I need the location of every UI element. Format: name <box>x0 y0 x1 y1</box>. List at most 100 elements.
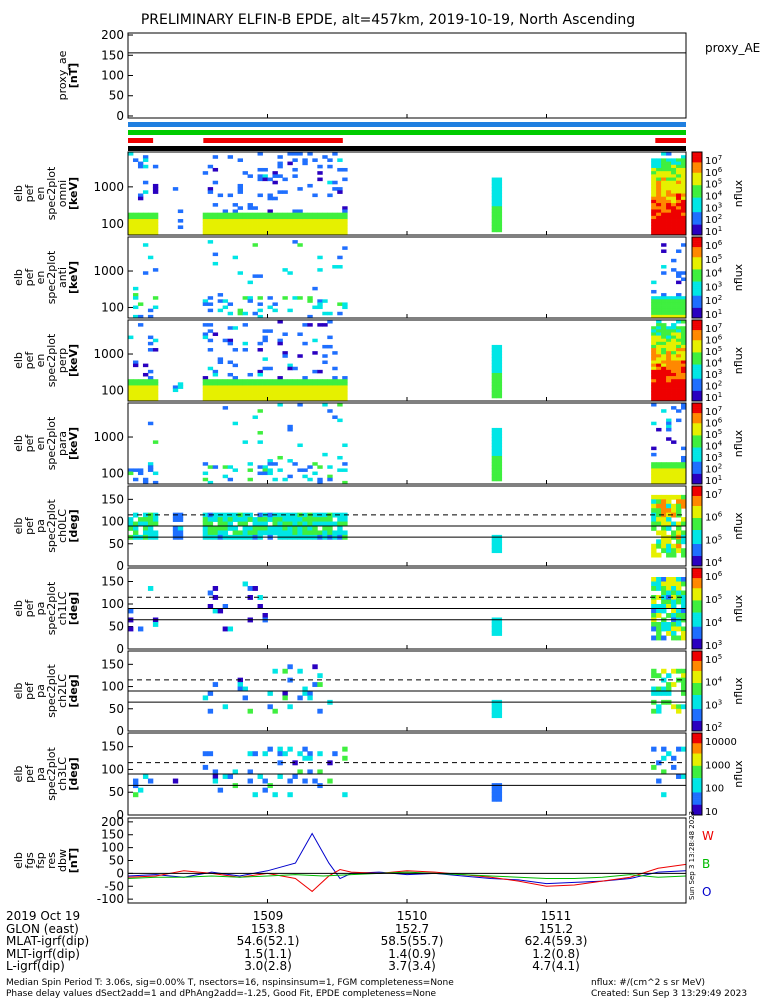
fgm-legend-B: B <box>702 857 710 871</box>
pitch-angle-cell <box>676 543 682 549</box>
y-axis-label-line: perp <box>56 348 69 373</box>
spectrogram-cell <box>496 196 503 201</box>
spectrogram-cell <box>671 314 677 319</box>
pitch-angle-cell <box>212 769 219 775</box>
spectrogram-cell <box>287 385 293 389</box>
colorbar-step <box>692 208 702 211</box>
spectrogram-cell <box>307 382 313 386</box>
pitch-angle-cell <box>676 586 682 591</box>
pitch-angle-cell <box>666 539 672 545</box>
spectrogram-cell <box>207 366 214 371</box>
spectrogram-cell <box>322 360 328 365</box>
colorbar-step <box>692 261 702 264</box>
pitch-angle-cell <box>342 517 348 522</box>
spectrogram-cell <box>217 388 224 393</box>
fgm-legend-W: W <box>702 829 714 843</box>
pitch-angle-cell <box>656 691 662 696</box>
colorbar-step <box>692 644 702 648</box>
colorbar-step <box>692 374 702 377</box>
colorbar-tick-label: 107 <box>705 322 722 335</box>
spectrogram-cell <box>307 222 313 226</box>
pitch-angle-cell <box>661 608 667 614</box>
spectrogram-cell <box>217 385 224 389</box>
spectrogram-cell <box>128 231 134 236</box>
spectrogram-cell <box>681 471 687 476</box>
spectrogram-cell <box>277 397 283 402</box>
status-bar-segment <box>655 138 686 143</box>
pitch-angle-cell <box>327 526 333 531</box>
spectrogram-cell <box>671 177 677 182</box>
spectrogram-cell <box>661 326 667 330</box>
spectrogram-cell <box>128 228 134 233</box>
spectrogram-cell <box>681 366 687 371</box>
spectrogram-cell <box>496 215 503 220</box>
pitch-angle-cell <box>661 539 667 545</box>
pitch-angle-cell <box>671 631 677 636</box>
spectrogram-cell <box>212 225 219 230</box>
pitch-angle-cell <box>137 626 144 632</box>
colorbar-step <box>692 586 702 589</box>
spectrogram-cell <box>661 249 667 253</box>
spectrogram-cell <box>666 190 672 194</box>
spectrogram-cell <box>681 203 687 207</box>
colorbar-step <box>692 295 702 299</box>
spectrogram-cell <box>292 225 298 230</box>
spectrogram-cell <box>317 385 323 389</box>
y-axis-label-line: ch0LC <box>56 509 69 543</box>
spectrogram-cell <box>317 477 323 482</box>
spectrogram-cell <box>297 231 303 236</box>
spectrogram-cell <box>656 338 662 343</box>
spectrogram-cell <box>207 296 214 300</box>
spectrogram-cell <box>491 452 498 457</box>
pitch-angle-cell <box>302 755 308 761</box>
pitch-angle-cell <box>207 590 214 596</box>
colorbar-step <box>692 616 702 619</box>
spectrogram-cell <box>666 474 672 479</box>
spectrogram-cell <box>342 388 348 393</box>
spectrogram-cell <box>676 183 682 188</box>
pitch-angle-cell <box>267 526 273 531</box>
colorbar-step <box>692 168 702 171</box>
colorbar-step <box>692 755 702 758</box>
spectrogram-cell <box>217 308 224 313</box>
spectrogram-cell <box>661 265 667 269</box>
spectrogram-cell <box>237 385 243 389</box>
panel-frame <box>127 817 687 904</box>
pitch-angle-cell <box>232 512 239 518</box>
colorbar-tick-label: 105 <box>705 593 722 606</box>
pitch-angle-cell <box>212 595 219 600</box>
colorbar-step <box>692 203 702 207</box>
spectrogram-cell <box>661 302 667 306</box>
spectrogram-cell <box>671 212 677 217</box>
spectrogram-cell <box>676 249 682 253</box>
spectrogram-cell <box>666 231 672 236</box>
colorbar-tick-label: 102 <box>705 294 722 307</box>
spectrogram-cell <box>222 385 229 389</box>
spectrogram-cell <box>681 385 687 389</box>
pitch-angle-cell <box>666 586 672 591</box>
pitch-angle-cell <box>142 517 149 522</box>
pitch-angle-cell <box>312 664 318 670</box>
y-axis-label-line: elb <box>12 185 25 202</box>
spectrogram-cell <box>496 203 503 207</box>
pitch-angle-cell <box>671 613 677 618</box>
spectrogram-cell <box>312 385 318 389</box>
spectrogram-cell <box>272 397 278 402</box>
spectrogram-cell <box>257 431 263 435</box>
spectrogram-cell <box>292 462 298 466</box>
spectrogram-cell <box>147 421 154 426</box>
y-axis-label-line: [deg] <box>67 674 80 707</box>
colorbar-tick-label: 104 <box>705 267 723 280</box>
spectrogram-cell <box>661 296 667 300</box>
spectrogram-cell <box>152 388 159 393</box>
colorbar-step <box>692 695 702 698</box>
spectrogram-cell <box>676 271 682 275</box>
pitch-angle-cell <box>651 494 657 500</box>
spectrogram-cell <box>247 219 253 223</box>
spectrogram-cell <box>232 231 239 236</box>
spectrogram-cell <box>267 212 273 217</box>
spectrogram-cell <box>651 302 657 306</box>
spectrogram-cell <box>671 305 677 310</box>
colorbar-step <box>692 634 702 638</box>
pitch-angle-cell <box>207 526 214 531</box>
